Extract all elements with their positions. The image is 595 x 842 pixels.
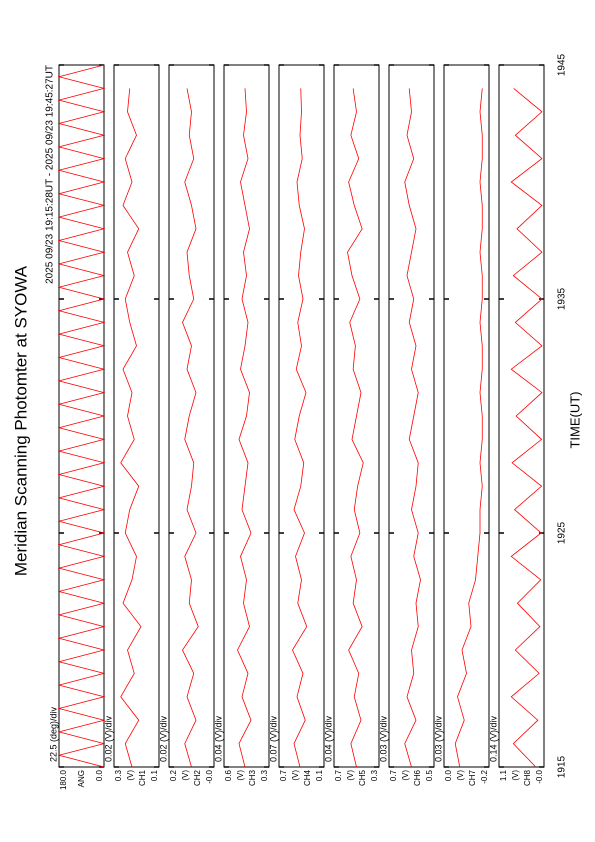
y-tick-label: 0.3 xyxy=(370,769,379,781)
data-line xyxy=(347,88,364,768)
y-tick-label: 0.3 xyxy=(260,769,269,781)
y-axis-label: ANG xyxy=(77,770,86,787)
scale-label: 0.03 (V)/div xyxy=(433,715,443,762)
y-axis-label: (V) xyxy=(291,770,300,781)
scale-label: 0.07 (V)/div xyxy=(268,715,278,762)
channel-label: CH5 xyxy=(358,769,367,786)
y-axis-label: (V) xyxy=(236,770,245,781)
y-tick-label: -0.0 xyxy=(535,769,544,783)
y-axis-label: (V) xyxy=(456,770,465,781)
y-tick-label: 0.0 xyxy=(95,769,104,781)
y-tick-label: 0.7 xyxy=(279,769,288,781)
panel-frame xyxy=(223,64,270,768)
y-tick-label: 0.0 xyxy=(444,769,453,781)
data-line xyxy=(510,88,543,768)
data-line xyxy=(57,64,106,768)
x-axis-label: TIME(UT) xyxy=(567,391,582,448)
rotated-figure: Meridian Scanning Photomter at SYOWA 202… xyxy=(11,53,582,790)
panel-frame xyxy=(58,64,105,768)
y-axis-label: (V) xyxy=(401,770,410,781)
x-tick-label: 1925 xyxy=(557,521,568,544)
y-axis-label: (V) xyxy=(346,770,355,781)
x-tick-label: 1935 xyxy=(557,287,568,310)
y-tick-label: 0.7 xyxy=(389,769,398,781)
channel-label: CH1 xyxy=(138,769,147,786)
y-tick-label: -0.0 xyxy=(205,769,214,783)
panel-frame xyxy=(278,64,325,768)
data-line xyxy=(182,88,199,768)
chart-title: Meridian Scanning Photomter at SYOWA xyxy=(11,265,30,576)
data-line xyxy=(237,88,252,768)
data-line xyxy=(454,88,483,768)
y-tick-label: 0.1 xyxy=(150,769,159,781)
data-line xyxy=(292,88,308,768)
panel-frame xyxy=(168,64,215,768)
scale-label: 0.04 (V)/div xyxy=(213,715,223,762)
channel-label: CH3 xyxy=(248,769,257,786)
y-tick-label: 180.0 xyxy=(59,769,68,790)
channel-label: CH8 xyxy=(523,769,532,786)
y-tick-label: 1.1 xyxy=(499,769,508,781)
scale-label: 0.02 (V)/div xyxy=(158,715,168,762)
panel-frame xyxy=(498,64,545,768)
panel-frame xyxy=(443,64,490,768)
y-axis-label: (V) xyxy=(126,770,135,781)
x-tick-label: 1915 xyxy=(557,755,568,778)
scale-label: 0.02 (V)/div xyxy=(103,715,113,762)
y-tick-label: 0.3 xyxy=(114,769,123,781)
y-axis-label: (V) xyxy=(181,770,190,781)
y-tick-label: -0.2 xyxy=(480,769,489,783)
scale-label: 0.04 (V)/div xyxy=(323,715,333,762)
y-tick-label: 0.1 xyxy=(315,769,324,781)
channel-label: CH7 xyxy=(468,769,477,786)
scale-label: 0.14 (V)/div xyxy=(488,715,498,762)
y-axis-label: (V) xyxy=(511,770,520,781)
x-tick-label: 1945 xyxy=(557,53,568,76)
y-tick-label: 0.7 xyxy=(334,769,343,781)
scale-label: 22.5 (deg)/div xyxy=(48,706,58,762)
panel-frame xyxy=(113,64,160,768)
scale-label: 0.03 (V)/div xyxy=(378,715,388,762)
y-tick-label: 0.5 xyxy=(425,769,434,781)
channel-label: CH4 xyxy=(303,769,312,786)
y-tick-label: 0.2 xyxy=(169,769,178,781)
channel-label: CH2 xyxy=(193,769,202,786)
data-line xyxy=(404,88,421,768)
y-tick-label: 0.6 xyxy=(224,769,233,781)
panel-frame xyxy=(388,64,435,768)
time-range: 2025 09/23 19:15:28UT - 2025 09/23 19:45… xyxy=(45,65,56,284)
data-line xyxy=(120,88,142,768)
channel-label: CH6 xyxy=(413,769,422,786)
